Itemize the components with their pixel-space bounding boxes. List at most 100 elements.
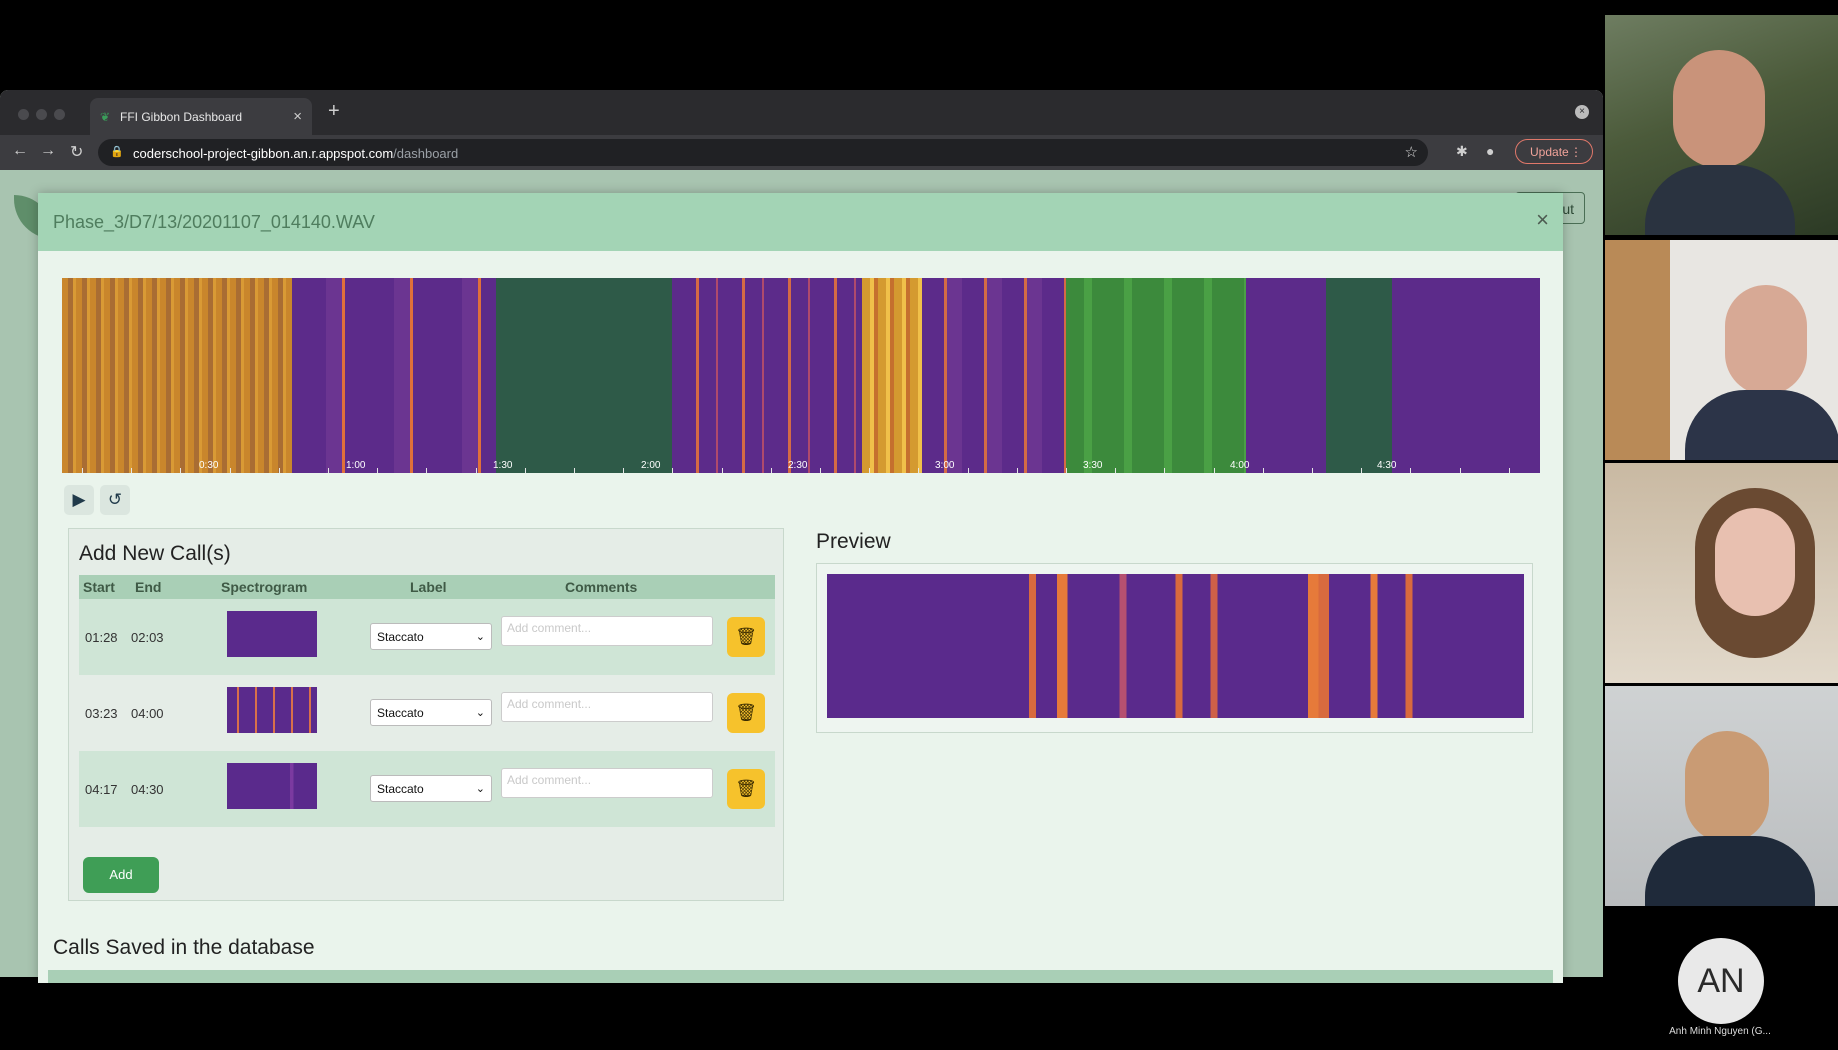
tick-mark [426, 468, 428, 473]
call-start: 03:23 [85, 706, 118, 721]
tick-label: 4:00 [1230, 460, 1250, 471]
tick-mark [869, 468, 871, 473]
tick-mark [524, 468, 526, 473]
tab-close-icon[interactable]: × [293, 108, 302, 125]
url-text: coderschool-project-gibbon.an.r.appspot.… [133, 146, 459, 161]
comment-input[interactable]: Add comment... [501, 616, 713, 646]
tick-mark [721, 468, 723, 473]
address-bar[interactable]: 🔒 coderschool-project-gibbon.an.r.appspo… [98, 139, 1428, 166]
table-row: 01:28 02:03 Staccato ⌄ Add comment... 🗑 [79, 599, 775, 675]
tick-label: 2:30 [788, 460, 808, 471]
label-select[interactable]: Staccato ⌄ [370, 775, 492, 802]
tick-mark [1312, 468, 1313, 473]
window-menu-icon[interactable]: × [1575, 105, 1589, 119]
profile-icon[interactable]: ● [1486, 143, 1495, 159]
call-spectrogram-thumb [227, 611, 317, 657]
close-icon[interactable]: × [1536, 207, 1549, 232]
spectrogram-axis: 0:30 1:00 1:30 2:00 2:30 3:00 3:30 4:00 … [62, 455, 1540, 473]
tab-bar: ❦ FFI Gibbon Dashboard × + × [0, 90, 1603, 135]
call-start: 04:17 [85, 782, 118, 797]
call-end: 04:00 [131, 706, 164, 721]
browser-toolbar: ← → ↻ 🔒 coderschool-project-gibbon.an.r.… [0, 135, 1603, 170]
participant-body [1685, 390, 1838, 460]
window-controls[interactable] [18, 107, 72, 125]
header-spectrogram: Spectrogram [221, 579, 308, 595]
chevron-down-icon: ⌄ [475, 783, 485, 795]
participant-face [1673, 50, 1765, 168]
tick-label: 0:30 [199, 460, 219, 471]
saved-calls-title: Calls Saved in the database [53, 936, 315, 959]
update-button[interactable]: Update ⋮ [1515, 139, 1593, 164]
trash-icon[interactable]: 🗑 [727, 769, 765, 809]
tick-mark [82, 468, 83, 473]
comment-input[interactable]: Add comment... [501, 692, 713, 722]
tick-mark [1213, 468, 1215, 473]
tick-mark [1508, 468, 1510, 473]
forward-icon[interactable]: → [40, 142, 56, 159]
call-end: 02:03 [131, 630, 164, 645]
preview-panel [816, 563, 1533, 733]
tick-mark [328, 468, 329, 473]
modal-title: Phase_3/D7/13/20201107_014140.WAV [53, 212, 375, 232]
tick-label: 3:00 [935, 460, 955, 471]
new-tab-icon[interactable]: + [328, 100, 340, 122]
tick-mark [967, 468, 969, 473]
header-comments: Comments [565, 579, 638, 595]
participant-body [1645, 836, 1815, 906]
tick-label: 4:30 [1377, 460, 1397, 471]
label-select[interactable]: Staccato ⌄ [370, 623, 492, 650]
back-icon[interactable]: ← [12, 142, 28, 159]
tick-label: 2:00 [641, 460, 661, 471]
tick-mark [1459, 468, 1461, 473]
calls-table-header: Start End Spectrogram Label Comments [79, 575, 775, 599]
participant-face [1685, 731, 1769, 843]
tick-mark [918, 468, 920, 473]
tick-mark [229, 468, 231, 473]
call-spectrogram-thumb [227, 687, 317, 733]
play-icon[interactable]: ▶ [64, 485, 94, 515]
call-spectrogram-thumb [227, 763, 317, 809]
browser-tab[interactable]: ❦ FFI Gibbon Dashboard × [90, 98, 312, 135]
replay-icon[interactable]: ↺ [100, 485, 130, 515]
video-tile-3 [1605, 463, 1838, 683]
tick-mark [475, 468, 477, 473]
tick-mark [820, 468, 821, 473]
tick-mark [672, 468, 674, 473]
preview-spectrogram [827, 574, 1524, 718]
extensions-icon[interactable]: ✱ [1456, 143, 1468, 159]
video-tile-2 [1605, 240, 1838, 460]
lock-icon: 🔒 [110, 146, 124, 158]
tick-mark [623, 468, 625, 473]
participant-face [1715, 508, 1795, 616]
saved-calls-table-header [48, 970, 1553, 983]
header-end: End [135, 579, 162, 595]
participant-name: Anh Minh Nguyen (G... [1669, 1026, 1771, 1037]
call-modal: Phase_3/D7/13/20201107_014140.WAV × 0:30… [38, 193, 1563, 983]
add-calls-panel: Add New Call(s) Start End Spectrogram La… [68, 528, 784, 901]
trash-icon[interactable]: 🗑 [727, 693, 765, 733]
add-calls-title: Add New Call(s) [79, 542, 231, 565]
avatar: AN [1678, 938, 1764, 1024]
tick-mark [1066, 468, 1067, 473]
tick-mark [770, 468, 772, 473]
comment-input[interactable]: Add comment... [501, 768, 713, 798]
label-select[interactable]: Staccato ⌄ [370, 699, 492, 726]
tick-mark [278, 468, 280, 473]
tick-label: 1:00 [346, 460, 366, 471]
participant-body [1645, 165, 1795, 235]
star-icon[interactable]: ☆ [1404, 144, 1418, 161]
tick-mark [574, 468, 575, 473]
add-button[interactable]: Add [83, 857, 159, 893]
chevron-down-icon: ⌄ [475, 707, 485, 719]
reload-icon[interactable]: ↻ [70, 144, 84, 161]
tick-mark [1164, 468, 1166, 473]
video-tile-4 [1605, 686, 1838, 906]
call-start: 01:28 [85, 630, 118, 645]
tick-label: 1:30 [493, 460, 513, 471]
modal-header: Phase_3/D7/13/20201107_014140.WAV × [38, 193, 1563, 251]
tick-mark [180, 468, 182, 473]
full-spectrogram[interactable]: 0:30 1:00 1:30 2:00 2:30 3:00 3:30 4:00 … [62, 278, 1540, 473]
tick-mark [1115, 468, 1117, 473]
trash-icon[interactable]: 🗑 [727, 617, 765, 657]
tick-mark [1016, 468, 1018, 473]
